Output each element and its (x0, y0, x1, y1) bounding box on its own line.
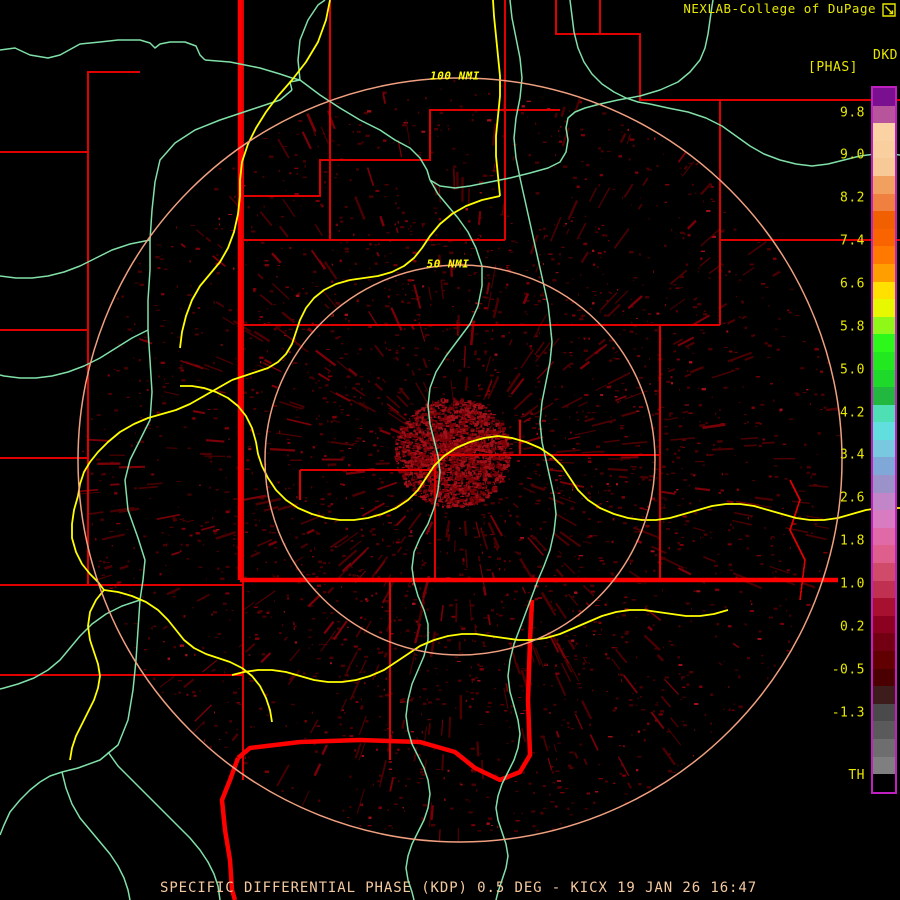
state-boundary (219, 0, 838, 900)
colorbar-segment (873, 105, 895, 124)
colorbar-segment (873, 545, 895, 564)
colorbar[interactable] (871, 86, 897, 794)
colorbar-segment (873, 475, 895, 493)
colorbar-unit-label: DKD (873, 48, 898, 63)
range-ring-label-50nmi: 50 NMI (426, 257, 470, 271)
colorbar-segment (873, 246, 895, 264)
colorbar-title: [PHAS] (808, 60, 858, 75)
colorbar-tick: 2.6 (840, 490, 865, 506)
range-ring-100nmi (77, 77, 843, 843)
range-rings (77, 77, 843, 843)
colorbar-segment (873, 193, 895, 212)
colorbar-segment (873, 703, 895, 722)
colorbar-segment (873, 738, 895, 757)
colorbar-segment (873, 457, 895, 476)
product-caption: SPECIFIC DIFFERENTIAL PHASE (KDP) 0.5 DE… (160, 880, 758, 896)
colorbar-tick: 4.2 (840, 405, 865, 421)
colorbar-tick: 5.0 (840, 362, 865, 378)
colorbar-tick: 0.2 (840, 619, 865, 635)
colorbar-segment (873, 158, 895, 176)
colorbar-segment (873, 334, 895, 352)
colorbar-tick: 7.4 (840, 233, 865, 249)
colorbar-tick: -1.3 (831, 705, 865, 721)
colorbar-segment (873, 140, 895, 159)
colorbar-segment (873, 263, 895, 282)
colorbar-segment (873, 651, 895, 669)
colorbar-floor-label: TH (848, 768, 865, 783)
colorbar-segment (873, 422, 895, 440)
colorbar-segment (873, 439, 895, 458)
highway-layer (69, 0, 900, 761)
colorbar-tick: 9.0 (840, 147, 865, 163)
colorbar-segment (873, 369, 895, 388)
expand-arrows-icon[interactable] (882, 3, 896, 17)
colorbar-segment (873, 281, 895, 300)
colorbar-segment (873, 686, 895, 704)
colorbar-gradient (873, 88, 895, 792)
colorbar-segment (873, 175, 895, 194)
colorbar-segment (873, 123, 895, 141)
colorbar-segment (873, 492, 895, 511)
colorbar-segment (873, 88, 895, 106)
colorbar-segment (873, 351, 895, 370)
colorbar-segment (873, 527, 895, 546)
colorbar-segment (873, 756, 895, 775)
colorbar-tick: 5.8 (840, 319, 865, 335)
radar-echo-layer (78, 80, 841, 842)
colorbar-tick: 1.0 (840, 576, 865, 592)
colorbar-tick: 1.8 (840, 533, 865, 549)
colorbar-segment (873, 721, 895, 739)
colorbar-segment (873, 404, 895, 423)
brand-label: NEXLAB-College of DuPage (683, 1, 876, 16)
colorbar-segment (873, 633, 895, 651)
colorbar-segment (873, 228, 895, 247)
colorbar-segment (873, 615, 895, 634)
colorbar-tick: 8.2 (840, 190, 865, 206)
colorbar-tick: -0.5 (831, 662, 865, 678)
colorbar-segment (873, 563, 895, 581)
colorbar-segment (873, 598, 895, 616)
colorbar-segment (873, 387, 895, 405)
colorbar-segment (873, 580, 895, 599)
colorbar-segment (873, 211, 895, 229)
colorbar-segment (873, 774, 895, 792)
colorbar-segment (873, 510, 895, 528)
range-ring-label-100nmi: 100 NMI (430, 69, 480, 83)
colorbar-tick: 6.6 (840, 276, 865, 292)
colorbar-segment (873, 668, 895, 687)
range-ring-50nmi (264, 264, 656, 656)
colorbar-segment (873, 316, 895, 335)
colorbar-tick: 3.4 (840, 447, 865, 463)
colorbar-segment (873, 299, 895, 317)
colorbar-tick: 9.8 (840, 105, 865, 121)
